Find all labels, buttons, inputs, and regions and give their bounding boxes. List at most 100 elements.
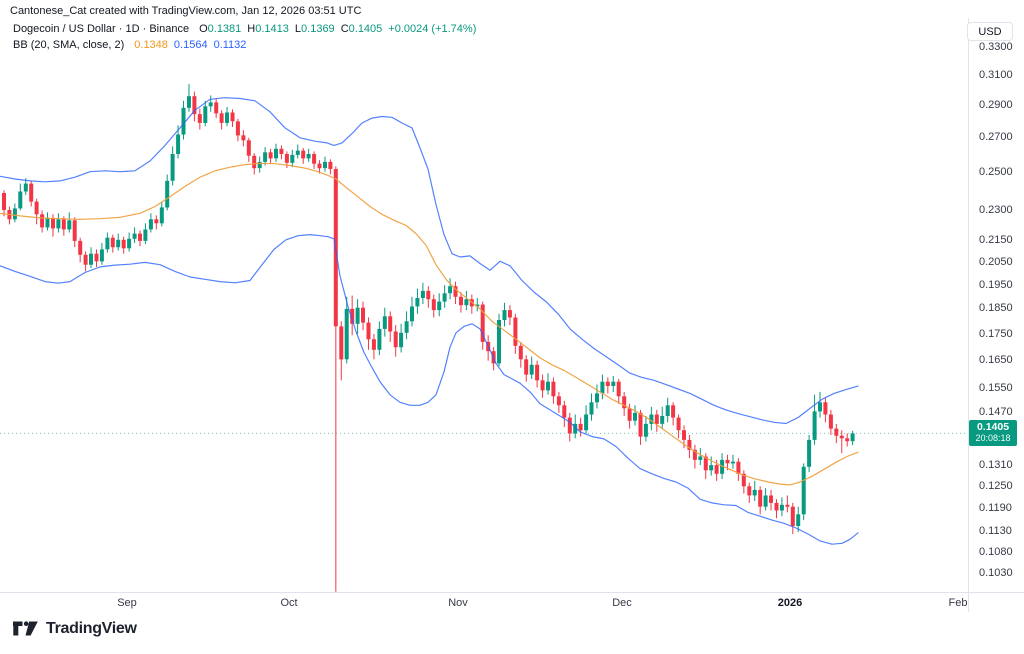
ohlc-item: H 0.1413 — [247, 23, 289, 35]
candle-body — [339, 326, 344, 360]
candle-body — [214, 102, 219, 114]
candle-body — [72, 220, 77, 241]
time-tick-label: Dec — [612, 597, 632, 609]
candle-body — [627, 408, 632, 421]
candle-body — [388, 316, 393, 332]
candle-body — [121, 239, 126, 249]
candle-body — [818, 402, 822, 412]
bb-lower-band-line — [0, 234, 859, 545]
candle-body — [29, 183, 34, 202]
candle-body — [676, 417, 681, 431]
time-tick-label: Nov — [448, 597, 468, 609]
candle-body — [192, 96, 197, 115]
price-tick-label: 0.1750 — [979, 327, 1013, 340]
candle-body — [725, 459, 730, 464]
candle-body — [834, 428, 839, 436]
ohlc-item: L 0.1369 — [294, 23, 335, 35]
ohlc-item: O 0.1381 — [199, 23, 242, 35]
time-tick-label: Feb — [948, 597, 968, 609]
candle-body — [312, 154, 317, 164]
candle-body — [698, 456, 703, 460]
candle-body — [323, 161, 327, 169]
candle-body — [535, 364, 540, 381]
candle-body — [197, 114, 202, 123]
candle-body — [154, 219, 159, 224]
chart-legend: Dogecoin / US Dollar · 1D · Binance O 0.1… — [13, 21, 476, 53]
candle-body — [714, 465, 719, 474]
candle-body — [99, 249, 104, 262]
candle-body — [132, 233, 137, 239]
candle-body — [551, 381, 556, 397]
symbol-legend-row[interactable]: Dogecoin / US Dollar · 1D · Binance O 0.1… — [13, 21, 476, 37]
candle-body — [420, 290, 425, 298]
candle-body — [83, 254, 88, 265]
candle-body — [181, 107, 186, 135]
price-tick-label: 0.1470 — [979, 406, 1013, 419]
candle-body — [51, 218, 55, 229]
candle-body — [143, 229, 148, 241]
candle-body — [475, 304, 480, 307]
candle-body — [507, 310, 512, 318]
candle-body — [703, 456, 708, 471]
indicator-value: 0.1132 — [213, 39, 247, 51]
candle-body — [246, 140, 251, 156]
candle-body — [839, 435, 844, 439]
candle-body — [573, 423, 578, 434]
price-tick-label: 0.2700 — [979, 131, 1013, 144]
candle-body — [546, 381, 550, 391]
price-tick-label: 0.3300 — [979, 40, 1013, 53]
candle-body — [589, 402, 594, 415]
candle-body — [828, 414, 833, 429]
candle-body — [393, 331, 398, 348]
tradingview-logo[interactable]: TradingView — [13, 618, 137, 639]
indicator-title: BB (20, SMA, close, 2) — [13, 39, 125, 51]
price-axis[interactable]: 0.3300 0.3100 0.2900 0.2700 0.2500 0.2300 0.21… — [968, 0, 1024, 592]
time-axis[interactable]: Sep Oct Nov Dec 2026 Feb — [0, 592, 1024, 614]
indicator-legend-row[interactable]: BB (20, SMA, close, 2) 0.1348 0.1564 0.113… — [13, 37, 476, 53]
candle-body — [660, 416, 665, 424]
candle-body — [219, 113, 224, 123]
candle-body — [116, 239, 121, 248]
candle-body — [692, 449, 697, 460]
candle-body — [225, 112, 229, 123]
price-tick-label: 0.1030 — [979, 567, 1013, 580]
candle-body — [263, 152, 268, 162]
candle-body — [731, 461, 735, 464]
time-tick-label: Sep — [117, 597, 137, 609]
candle-body — [850, 433, 855, 442]
indicator-value: 0.1348 — [134, 39, 168, 51]
candle-body — [415, 298, 420, 307]
candle-body — [774, 502, 779, 511]
tradingview-logo-icon — [13, 621, 38, 636]
candle-body — [453, 286, 458, 297]
candle-body — [682, 430, 686, 440]
indicator-value: 0.1564 — [173, 39, 208, 51]
candle-body — [709, 465, 714, 471]
ohlc-values: O 0.1381 H 0.1413 L 0.1369 C 0.1405 — [199, 21, 382, 37]
candle-body — [578, 423, 583, 431]
price-tick-label: 0.2050 — [979, 255, 1013, 268]
candle-body — [426, 290, 431, 300]
candle-body — [187, 96, 191, 108]
candle-body — [779, 504, 784, 511]
candle-body — [252, 155, 257, 169]
candle-body — [382, 316, 387, 329]
candle-body — [752, 489, 757, 496]
tradingview-logo-text: TradingView — [46, 619, 137, 637]
price-tick-label: 0.1650 — [979, 354, 1013, 367]
candle-body — [584, 414, 589, 431]
candle-body — [605, 381, 610, 386]
price-tick-label: 0.1550 — [979, 382, 1013, 395]
candle-body — [284, 154, 289, 163]
bar-countdown: 20:08:18 — [975, 433, 1011, 444]
candle-body — [687, 439, 692, 450]
candle-body — [633, 412, 637, 421]
candle-body — [654, 414, 659, 424]
price-tick-label: 0.3100 — [979, 68, 1013, 81]
candle-body — [540, 380, 545, 391]
candle-body — [78, 240, 83, 255]
currency-toggle-button[interactable]: USD — [967, 22, 1013, 41]
candle-body — [170, 154, 175, 181]
candle-body — [410, 306, 414, 322]
